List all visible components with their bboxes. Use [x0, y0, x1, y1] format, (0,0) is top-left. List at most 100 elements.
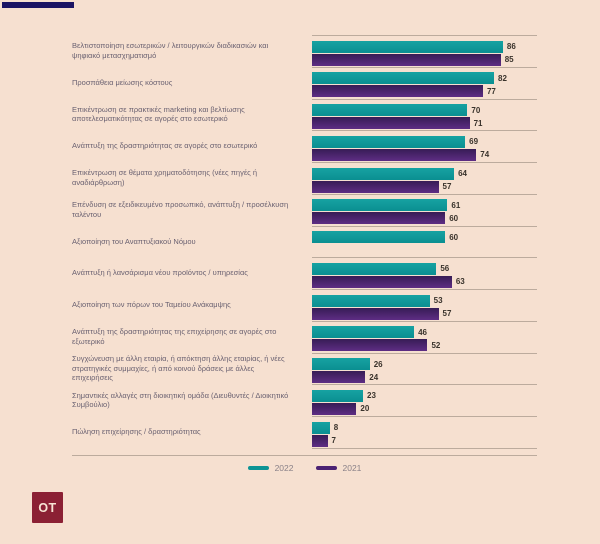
bar-2021: [312, 402, 357, 415]
bar-line: 7: [312, 434, 537, 447]
bar-line: 64: [312, 167, 537, 180]
chart-row: Πώληση επιχείρησης / δραστηριότητας 8 7: [72, 416, 537, 448]
bar-group: 86 85: [312, 35, 537, 67]
bar-2022: [312, 231, 446, 244]
bar-line: 52: [312, 339, 537, 352]
bar-2021: [312, 117, 470, 130]
bar-line: 26: [312, 358, 537, 371]
bar-group: 70 71: [312, 98, 537, 131]
top-accent-bar: [2, 2, 74, 8]
bar-2022: [312, 421, 330, 434]
bar-group: 56 63: [312, 257, 537, 289]
value-label: 85: [504, 55, 514, 64]
bar-2022: [312, 135, 466, 148]
legend-label-2022: 2022: [274, 462, 294, 473]
legend-item-2022: 2022: [247, 462, 294, 473]
value-label: 56: [440, 264, 450, 274]
category-label: Αξιοποίηση των πόρων του Ταμείου Ανάκαμψ…: [72, 300, 231, 310]
bar-2021: [312, 53, 501, 66]
bar-group: 26 24: [312, 352, 537, 385]
legend-item-2021: 2021: [315, 462, 362, 473]
value-label: 63: [455, 277, 465, 287]
bar-2022: [312, 358, 370, 371]
bar-line: 24: [312, 371, 537, 384]
category-label: Πώληση επιχείρησης / δραστηριότητας: [72, 427, 201, 437]
bar-line: 46: [312, 326, 537, 339]
bar-2022: [312, 262, 437, 275]
bar-2021: [312, 307, 439, 320]
value-label: 7: [331, 436, 336, 446]
bar-line: 69: [312, 135, 537, 148]
bar-2021: [312, 371, 366, 384]
bar-line: 57: [312, 307, 537, 320]
bar-2022: [312, 389, 364, 402]
bar-line: 82: [312, 72, 537, 85]
chart-row: Προσπάθεια μείωσης κόστους 82 77: [72, 66, 537, 99]
bar-line: 56: [312, 262, 537, 275]
category-label: Βελτιστοποίηση εσωτερικών / λειτουργικών…: [72, 41, 269, 60]
chart-row: Συγχώνευση με άλλη εταιρία, ή απόκτηση ά…: [72, 352, 537, 385]
bar-line: 63: [312, 275, 537, 288]
bar-line: 77: [312, 85, 537, 98]
bar-chart: Βελτιστοποίηση εσωτερικών / λειτουργικών…: [72, 35, 537, 473]
value-label: 8: [333, 423, 339, 433]
bar-2022: [312, 104, 468, 117]
category-label: Αξιοποίηση του Αναπτυξιακού Νόμου: [72, 236, 196, 246]
value-label: 23: [367, 391, 376, 401]
category-label: Επικέντρωση σε θέματα χρηματοδότησης (νέ…: [72, 168, 258, 187]
bar-line: 23: [312, 389, 537, 402]
value-label: 57: [442, 182, 452, 192]
bar-group: 61 60: [312, 193, 537, 226]
value-label: 82: [498, 73, 507, 83]
bar-group: 60: [312, 225, 537, 258]
bar-group: 69 74: [312, 130, 537, 162]
bar-2021: [312, 339, 428, 352]
bar-line: 70: [312, 104, 537, 117]
bar-2022: [312, 40, 503, 53]
value-label: 26: [373, 359, 383, 369]
legend-swatch-2021-icon: [315, 466, 337, 470]
ot-logo-text: OT: [38, 500, 57, 515]
value-label: 60: [449, 232, 459, 242]
bar-2021: [312, 85, 483, 98]
bar-group: 82 77: [312, 66, 537, 99]
chart-row: Ανάπτυξη της δραστηριότητας σε αγορές στ…: [72, 130, 537, 162]
bar-line: 53: [312, 294, 537, 307]
value-label: 74: [480, 150, 490, 160]
bar-2021: [312, 148, 477, 161]
value-label: 24: [369, 372, 379, 382]
bar-line: 74: [312, 148, 537, 161]
bar-2022: [312, 326, 415, 339]
legend-divider: [72, 454, 537, 456]
bar-line: 86: [312, 40, 537, 53]
value-label: 52: [431, 340, 441, 350]
category-label: Ανάπτυξη της δραστηριότητας σε αγορές στ…: [72, 141, 258, 151]
value-label: 57: [442, 309, 452, 319]
legend-label-2021: 2021: [342, 462, 362, 473]
bar-line: 61: [312, 199, 537, 212]
category-label: Ανάπτυξη της δραστηριότητας της επιχείρη…: [72, 327, 277, 346]
value-label: 70: [471, 105, 481, 115]
bar-group: 64 57: [312, 162, 537, 194]
bar-line: 57: [312, 180, 537, 193]
value-label: 86: [506, 42, 516, 51]
category-label: Ανάπτυξη ή λανσάρισμα νέου προϊόντος / υ…: [72, 268, 248, 278]
value-label: 53: [433, 296, 443, 306]
bar-2021: [312, 434, 328, 447]
chart-row: Ανάπτυξη της δραστηριότητας της επιχείρη…: [72, 320, 537, 353]
chart-row: Αξιοποίηση των πόρων του Ταμείου Ανάκαμψ…: [72, 289, 537, 321]
category-label: Σημαντικές αλλαγές στη διοικητική ομάδα …: [72, 390, 289, 410]
bar-line: 85: [312, 53, 537, 66]
chart-row: Βελτιστοποίηση εσωτερικών / λειτουργικών…: [72, 35, 537, 67]
category-label: Συγχώνευση με άλλη εταιρία, ή απόκτηση ά…: [72, 354, 285, 383]
chart-rows: Βελτιστοποίηση εσωτερικών / λειτουργικών…: [72, 35, 537, 449]
legend-swatch-2022-icon: [247, 466, 269, 470]
chart-row: Επένδυση σε εξειδικευμένο προσωπικό, ανά…: [72, 193, 537, 226]
value-label: 69: [469, 137, 479, 147]
category-label: Επικέντρωση σε πρακτικές marketing και β…: [72, 104, 245, 124]
bar-line: 8: [312, 421, 537, 434]
bar-group: 46 52: [312, 320, 537, 353]
bar-group: 23 20: [312, 384, 537, 416]
value-label: 71: [473, 118, 483, 128]
